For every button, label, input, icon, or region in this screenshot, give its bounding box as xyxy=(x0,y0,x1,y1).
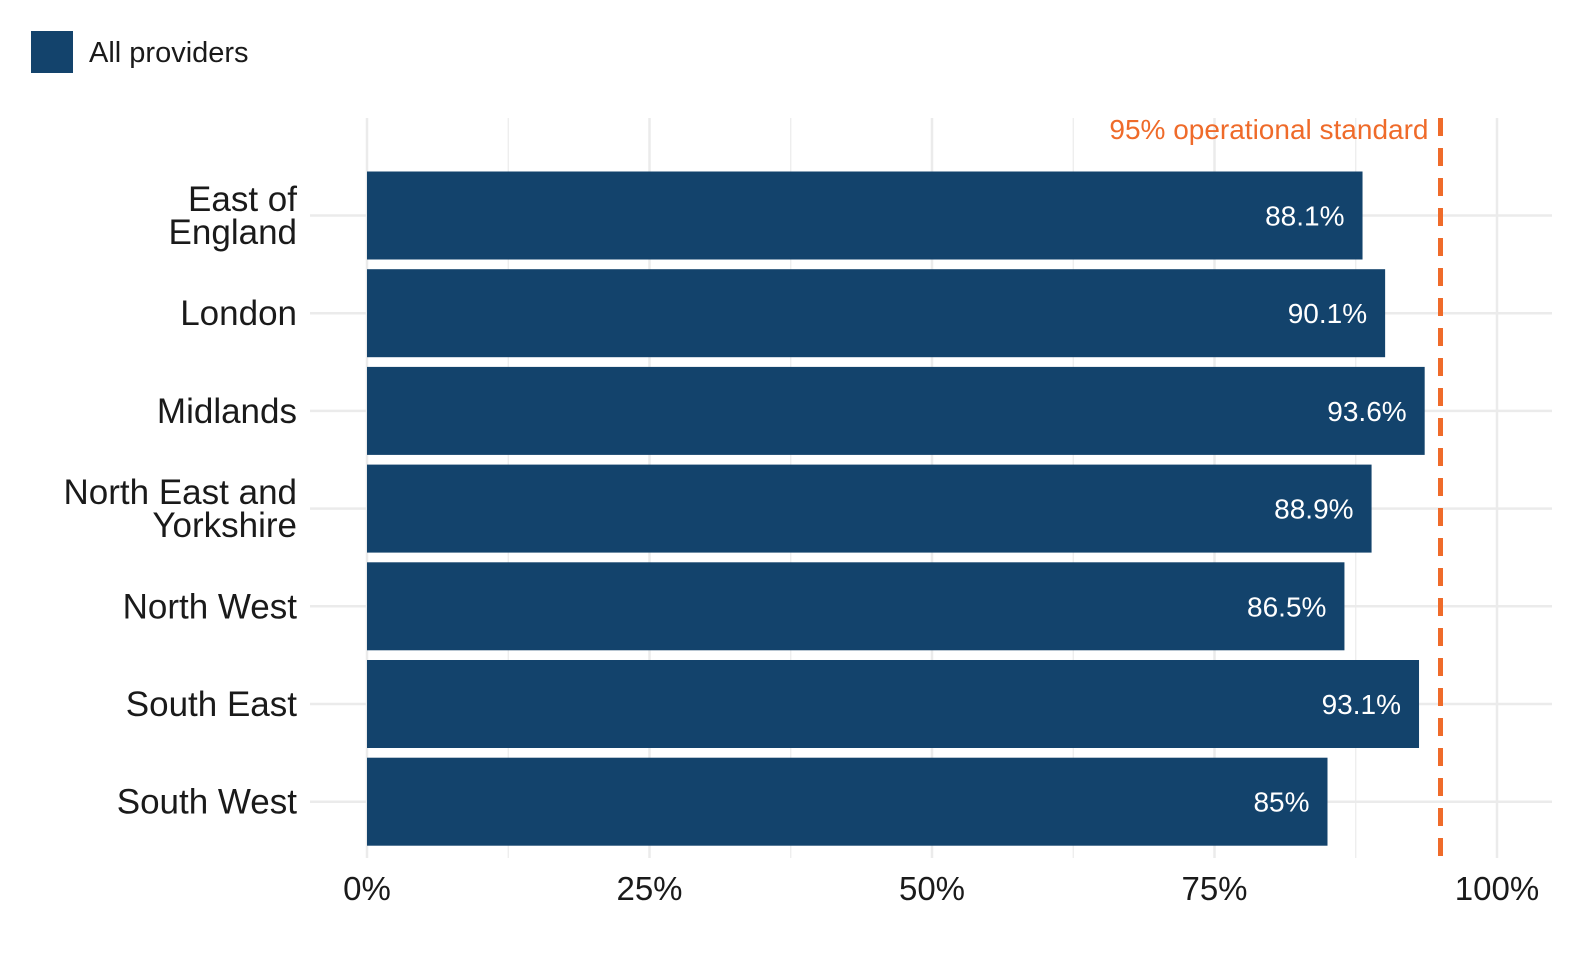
bar-1 xyxy=(367,269,1386,358)
category-label-1: London xyxy=(180,294,297,333)
category-label-0: East of England xyxy=(169,180,298,252)
bar-5 xyxy=(367,660,1420,748)
bar-0 xyxy=(367,171,1363,260)
label-layer: 88.1% 90.1% 93.6% 88.9% 86.5% 93.1% 85% xyxy=(1247,201,1407,818)
data-label-0: 88.1% xyxy=(1265,201,1344,232)
category-label-2: Midlands xyxy=(157,392,297,431)
data-label-2: 93.6% xyxy=(1327,396,1406,427)
bar-4 xyxy=(367,562,1345,651)
x-tick-label-3: 75% xyxy=(1181,870,1247,907)
x-tick-label-0: 0% xyxy=(343,870,391,907)
data-label-6: 85% xyxy=(1253,787,1309,818)
axis-layer: East of England London Midlands North East a… xyxy=(64,180,1540,907)
category-label-6: South West xyxy=(117,783,298,822)
category-label-4: North West xyxy=(123,587,298,626)
x-tick-label-4: 100% xyxy=(1455,870,1539,907)
legend: All providers xyxy=(31,31,249,73)
data-label-4: 86.5% xyxy=(1247,591,1326,622)
x-tick-label-2: 50% xyxy=(899,870,965,907)
data-label-1: 90.1% xyxy=(1288,298,1367,329)
bar-2 xyxy=(367,366,1425,455)
bar-3 xyxy=(367,464,1372,553)
category-label-3: North East and Yorkshire xyxy=(64,473,297,545)
reference-layer: 95% operational standard xyxy=(1109,114,1443,860)
bar-6 xyxy=(367,757,1328,846)
legend-label: All providers xyxy=(89,37,249,69)
x-tick-label-1: 25% xyxy=(616,870,682,907)
category-label-5: South East xyxy=(126,685,297,724)
bar-layer xyxy=(367,171,1425,846)
data-label-5: 93.1% xyxy=(1322,689,1401,720)
legend-swatch xyxy=(31,31,73,73)
data-label-3: 88.9% xyxy=(1274,494,1353,525)
reference-line-label: 95% operational standard xyxy=(1109,114,1428,145)
